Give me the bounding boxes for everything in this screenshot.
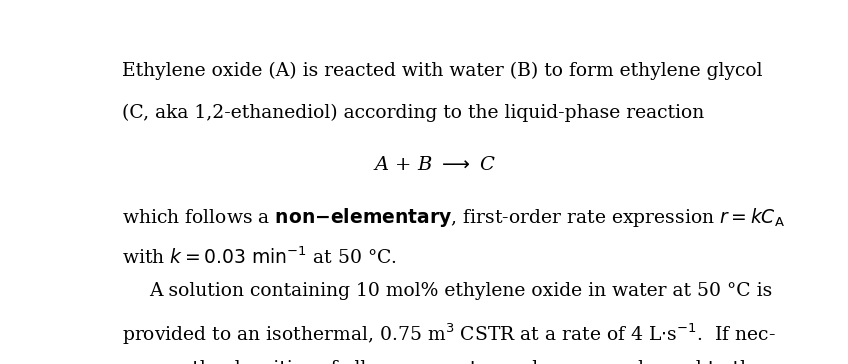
Text: with $k = 0.03\ \mathrm{min}^{-1}$ at 50 °C.: with $k = 0.03\ \mathrm{min}^{-1}$ at 50… — [122, 247, 398, 268]
Text: Ethylene oxide (A) is reacted with water (B) to form ethylene glycol: Ethylene oxide (A) is reacted with water… — [122, 62, 763, 80]
Text: which follows a $\mathbf{non{-}elementary}$, first-order rate expression $r = kC: which follows a $\mathbf{non{-}elementar… — [122, 206, 785, 229]
Text: essary, the densities of all components can be assumed equal to the: essary, the densities of all components … — [122, 360, 763, 364]
Text: provided to an isothermal, 0.75 m$^3$ CSTR at a rate of 4 L$\cdot$s$^{-1}$.  If : provided to an isothermal, 0.75 m$^3$ CS… — [122, 321, 776, 347]
Text: A solution containing 10 mol% ethylene oxide in water at 50 °C is: A solution containing 10 mol% ethylene o… — [148, 282, 772, 300]
Text: A + B $\longrightarrow$ C: A + B $\longrightarrow$ C — [373, 156, 496, 174]
Text: (C, aka 1,2-ethanediol) according to the liquid-phase reaction: (C, aka 1,2-ethanediol) according to the… — [122, 104, 705, 122]
